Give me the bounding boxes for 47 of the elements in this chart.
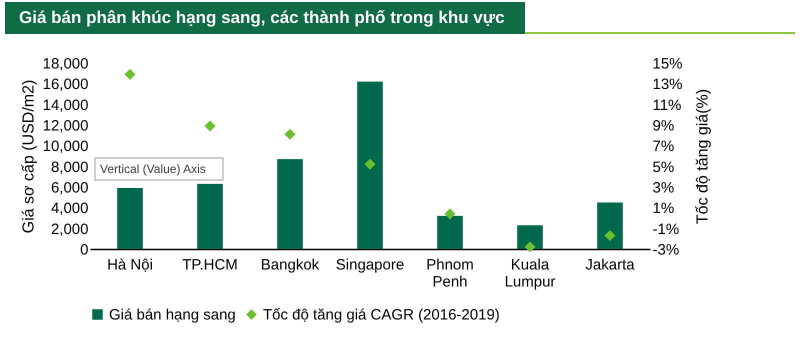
x-tick-label: Jakarta [585,256,636,274]
bar [437,216,463,249]
x-tick-label: Singapore [336,256,404,274]
y-axis-title: Giá sơ cấp (USD/m2) [20,80,38,234]
y-tick-label: 4,000 [50,200,88,218]
bar [197,184,223,249]
point [524,241,536,252]
bar [597,202,623,249]
legend-label: Giá bán hạng sang [108,306,236,324]
y-tick-label: 12,000 [42,118,88,134]
y-tick-label: 18,000 [42,56,88,72]
annotation: Vertical (Value) Axis [100,162,206,176]
bar [117,188,143,249]
y2-tick-label: 11% [652,96,682,114]
y2-axis-title: Tốc độ tăng giá(%) [694,88,712,224]
point [124,68,136,80]
y2-tick-label: 7% [652,138,674,156]
y2-tick-label: -1% [652,220,680,238]
y-tick-label: 10,000 [42,138,88,156]
y2-tick-label: 3% [652,180,674,196]
point [444,208,456,220]
bar [517,225,543,249]
y2-tick-label: 15% [652,56,683,72]
y2-tick-label: 9% [652,118,674,134]
y2-tick-label: 13% [652,76,683,94]
y-tick-label: 0 [80,242,88,258]
y2-tick-label: 1% [652,200,674,218]
y-tick-label: 16,000 [42,76,88,94]
x-tick-label: Hà Nội [107,256,153,274]
y2-tick-label: -3% [652,242,680,258]
legend-label: Tốc độ tăng giá CAGR (2016-2019) [262,306,500,324]
y-tick-label: 14,000 [42,96,88,114]
x-tick-label: TP.HCM [182,256,238,274]
x-tick-label: Bangkok [260,256,320,274]
bar [357,82,383,249]
bar [277,159,303,249]
x-tick-label: Kuala Lumpur [504,256,556,290]
y-tick-label: 8,000 [50,158,88,176]
point [604,230,616,242]
y-tick-label: 2,000 [50,220,88,238]
point [204,120,216,132]
y-tick-label: 6,000 [50,180,88,196]
chart-title: Giá bán phân khúc hạng sang, các thành phố trong khu vực [19,8,505,27]
y2-tick-label: 5% [652,158,674,176]
point [364,158,376,170]
x-tick-label: Phnom Penh [426,256,474,290]
point [284,128,296,140]
